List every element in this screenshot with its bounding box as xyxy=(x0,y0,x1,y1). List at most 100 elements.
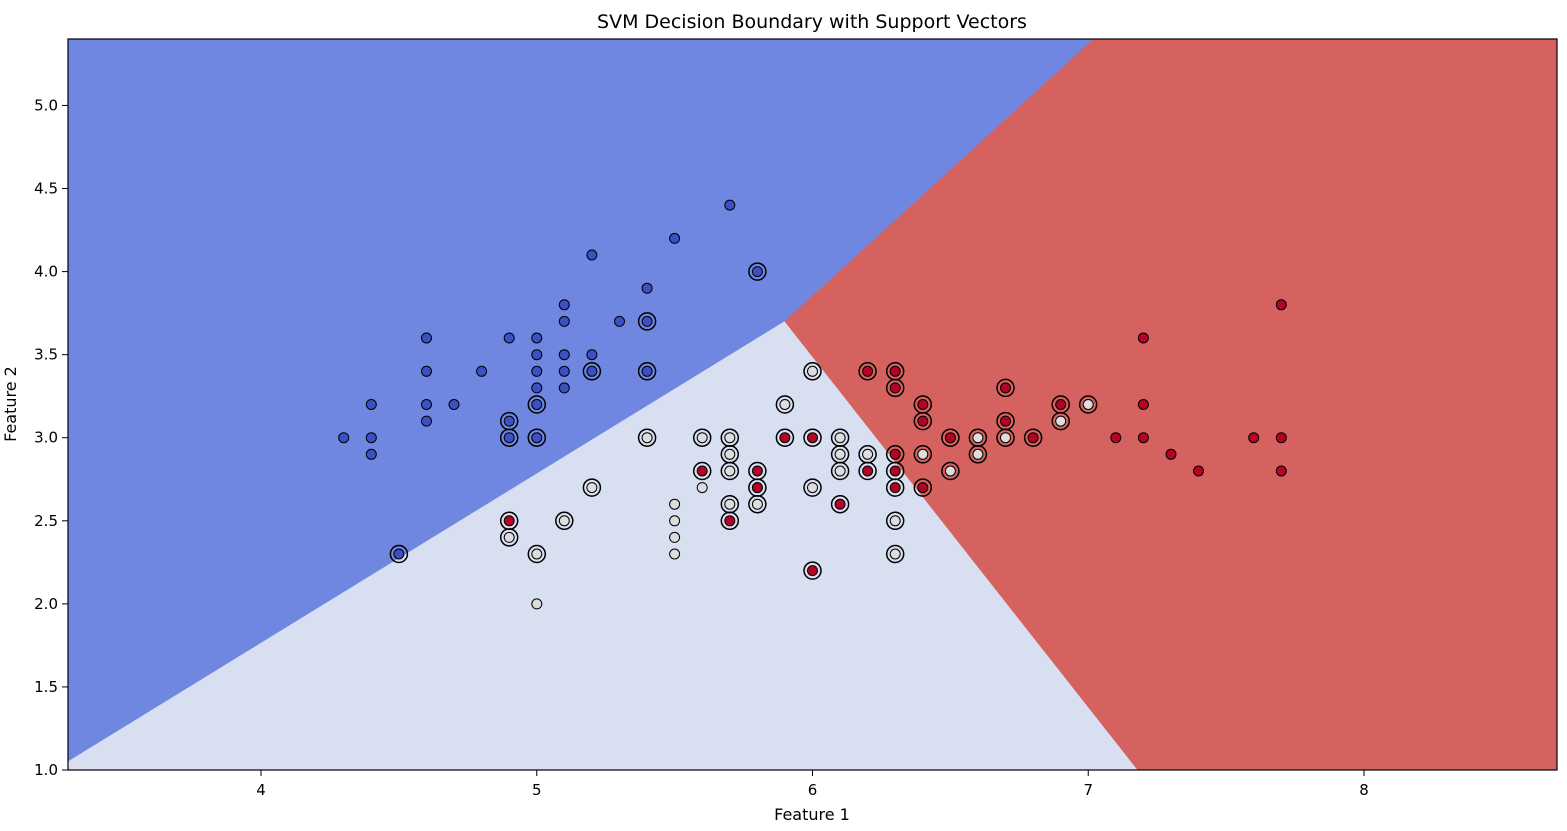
data-point-class-0 xyxy=(338,432,350,444)
data-point-class-2 xyxy=(1193,465,1204,477)
data-point-class-1 xyxy=(889,515,901,527)
data-point-class-0 xyxy=(503,332,515,344)
data-point-class-0 xyxy=(448,399,460,410)
data-point-class-1 xyxy=(779,399,791,410)
data-point-class-2 xyxy=(1137,432,1149,444)
data-point-class-1 xyxy=(531,548,543,560)
data-point-class-2 xyxy=(751,482,763,494)
x-axis-ticks: 4 5 6 7 8 xyxy=(256,770,1369,799)
data-point-class-0 xyxy=(531,332,543,344)
data-point-class-2 xyxy=(1137,399,1149,410)
data-point-class-1 xyxy=(669,498,681,510)
data-point-class-2 xyxy=(889,465,901,477)
support-vector-marker xyxy=(885,511,905,531)
data-point-class-1 xyxy=(641,432,653,444)
data-point-class-2 xyxy=(1000,382,1011,394)
data-point-class-2 xyxy=(503,515,515,527)
data-point-class-0 xyxy=(558,365,570,377)
support-vector-marker xyxy=(858,362,877,381)
data-point-class-0 xyxy=(724,199,736,211)
data-point-class-1 xyxy=(807,365,818,377)
data-point-class-1 xyxy=(669,515,681,527)
data-point-class-0 xyxy=(669,232,681,244)
support-vector-marker xyxy=(913,445,933,464)
data-point-class-1 xyxy=(807,482,818,494)
data-point-class-2 xyxy=(1275,465,1287,477)
y-tick-label: 1.0 xyxy=(34,761,58,779)
support-vector-marker xyxy=(527,395,547,414)
data-point-class-2 xyxy=(1027,432,1039,444)
data-point-class-2 xyxy=(917,482,929,494)
support-vector-marker xyxy=(830,494,850,514)
support-vector-marker xyxy=(1078,395,1098,414)
data-point-class-0 xyxy=(641,365,653,377)
support-vector-marker xyxy=(885,478,905,497)
data-point-class-2 xyxy=(889,482,901,494)
support-vector-marker xyxy=(913,478,933,497)
x-axis-label: Feature 1 xyxy=(774,805,850,824)
support-vector-marker xyxy=(748,494,767,514)
data-point-class-2 xyxy=(1110,432,1122,444)
data-point-class-1 xyxy=(944,465,956,477)
y-tick-label: 3.5 xyxy=(34,346,58,364)
support-vector-marker xyxy=(803,561,822,580)
data-point-class-0 xyxy=(531,349,543,361)
data-point-class-1 xyxy=(1055,415,1067,427)
y-axis-label: Feature 2 xyxy=(1,366,20,442)
data-point-class-1 xyxy=(696,432,708,444)
data-point-class-1 xyxy=(669,531,681,543)
data-point-class-1 xyxy=(862,448,874,460)
data-point-class-0 xyxy=(586,349,598,361)
data-point-class-0 xyxy=(558,299,570,311)
data-point-class-1 xyxy=(889,548,901,560)
data-point-class-1 xyxy=(503,531,515,543)
support-vector-marker xyxy=(830,461,850,481)
support-vector-marker xyxy=(803,478,822,497)
data-point-class-2 xyxy=(834,498,846,510)
y-tick-label: 1.5 xyxy=(34,678,58,696)
data-point-class-1 xyxy=(972,448,984,460)
data-point-class-2 xyxy=(779,432,791,444)
support-vector-marker xyxy=(941,461,960,481)
support-vector-marker xyxy=(748,262,767,281)
data-point-class-1 xyxy=(724,498,736,510)
chart-title: SVM Decision Boundary with Support Vecto… xyxy=(597,11,1027,33)
data-point-class-2 xyxy=(889,448,901,460)
data-point-class-0 xyxy=(531,382,543,394)
data-point-class-2 xyxy=(889,365,901,377)
support-vector-marker xyxy=(637,428,657,447)
x-tick-label: 5 xyxy=(532,781,542,799)
data-point-class-1 xyxy=(1000,432,1011,444)
data-point-class-0 xyxy=(421,415,432,427)
data-point-class-2 xyxy=(917,399,929,410)
decision-region-class-2 xyxy=(784,39,1557,770)
support-vector-marker xyxy=(692,461,712,481)
x-tick-label: 4 xyxy=(256,781,266,799)
support-vector-marker xyxy=(582,478,602,497)
support-vector-marker xyxy=(1051,411,1070,431)
data-point-class-0 xyxy=(531,432,543,444)
support-vector-marker xyxy=(1023,428,1043,447)
data-point-class-0 xyxy=(641,315,653,327)
support-vector-marker xyxy=(555,511,574,531)
support-vector-marker xyxy=(499,528,519,547)
data-point-class-2 xyxy=(1137,332,1149,344)
data-point-class-0 xyxy=(751,266,763,278)
support-vector-marker xyxy=(996,378,1015,398)
data-point-class-0 xyxy=(586,249,598,261)
data-point-class-0 xyxy=(393,548,405,560)
support-vector-marker xyxy=(720,511,740,531)
data-point-class-1 xyxy=(834,432,846,444)
data-point-class-1 xyxy=(669,548,681,560)
data-point-class-1 xyxy=(558,515,570,527)
support-vector-marker xyxy=(803,428,822,447)
support-vector-marker xyxy=(527,428,547,447)
support-vector-marker xyxy=(692,428,712,447)
data-point-class-1 xyxy=(1082,399,1094,410)
data-point-class-0 xyxy=(503,432,515,444)
support-vector-marker xyxy=(637,362,657,381)
data-point-class-1 xyxy=(972,432,984,444)
support-vector-marker xyxy=(637,312,657,331)
